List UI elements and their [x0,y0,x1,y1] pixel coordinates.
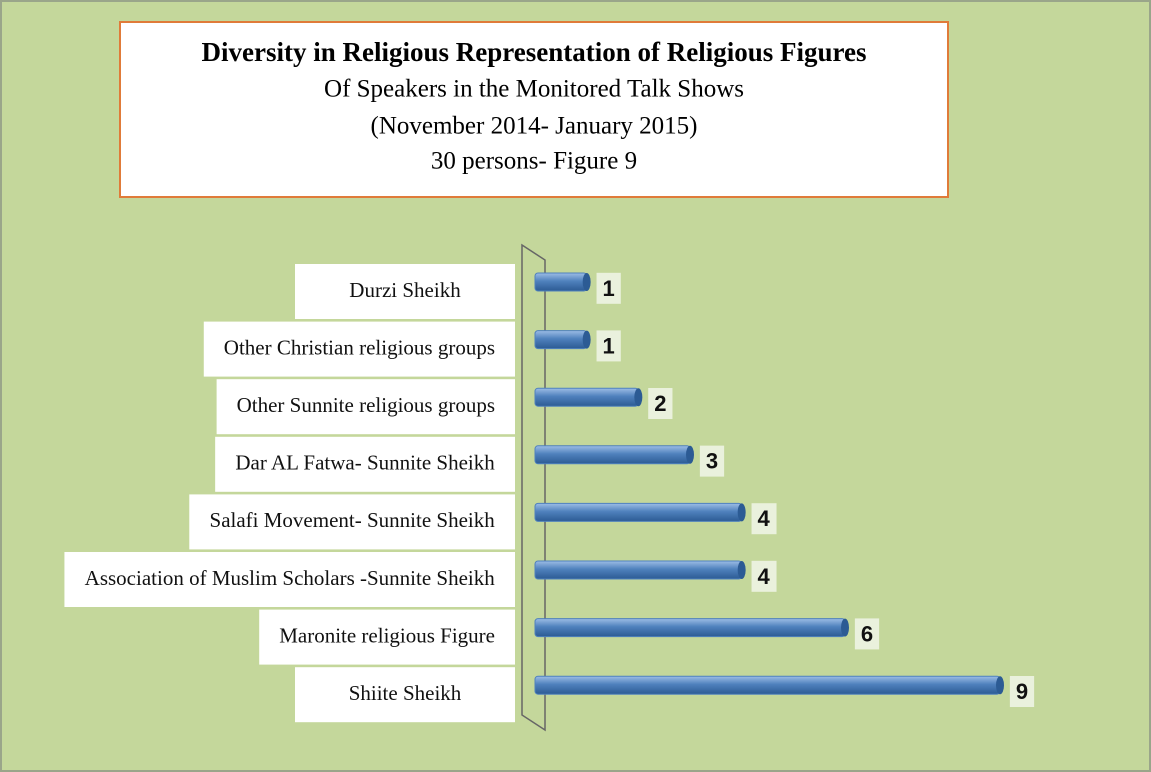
value-label: 6 [861,621,873,646]
bar-end [582,273,591,291]
bar [534,272,588,292]
bar-end [686,445,694,464]
category-label: Maronite religious Figure [279,623,495,647]
bar-end [582,330,591,349]
value-box [648,388,673,420]
value-box [596,272,621,304]
category-box [189,494,515,550]
category-label: Durzi Sheikh [349,278,461,302]
value-label: 1 [603,333,615,358]
value-label: 4 [758,564,771,589]
category-box [259,609,515,665]
category-label: Other Sunnite religious groups [237,393,495,417]
value-label: 1 [603,276,615,301]
category-label: Dar AL Fatwa- Sunnite Sheikh [235,451,495,475]
category-label: Association of Muslim Scholars -Sunnite … [85,566,496,590]
value-box [1009,676,1035,708]
subtitle: 30 persons- Figure 9 [431,148,637,175]
category-box [203,321,515,377]
category-box [216,379,515,435]
value-label: 9 [1016,679,1028,704]
value-box [751,560,777,592]
category-box [64,552,515,607]
bar-end [634,388,643,407]
title-box [119,21,949,198]
bar [534,560,743,580]
bar [534,330,588,350]
value-box [854,618,880,650]
category-box [295,264,515,319]
bar [534,387,639,407]
category-label: Shiite Sheikh [349,681,462,705]
value-box [699,445,725,477]
value-box [596,330,621,362]
bar-end [841,618,849,637]
value-label: 3 [706,449,718,474]
bar [534,445,691,465]
bar [534,675,1001,695]
bar [534,502,743,522]
chart-title: Diversity in Religious Representation of… [202,37,867,67]
bar-end [996,676,1004,695]
bar-end [737,561,746,579]
category-label: Salafi Movement- Sunnite Sheikh [210,508,496,532]
bar-end [737,503,746,522]
value-label: 4 [758,506,771,531]
subtitle: Of Speakers in the Monitored Talk Shows [324,76,744,103]
category-box [295,667,515,723]
value-label: 2 [654,391,666,416]
subtitle: (November 2014- January 2015) [371,113,698,140]
category-box [215,436,515,492]
bar [534,618,846,638]
category-label: Other Christian religious groups [224,335,495,359]
value-box [751,503,777,535]
axis-plane [521,243,546,732]
